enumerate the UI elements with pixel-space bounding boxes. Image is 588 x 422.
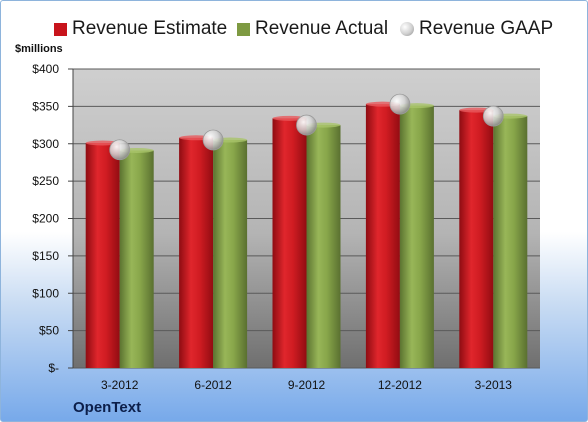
legend-label-gaap: Revenue GAAP: [419, 18, 554, 39]
gaap-marker: [296, 114, 317, 136]
actual-bar: [119, 150, 154, 368]
actual-bar: [213, 140, 248, 368]
legend-marker-gaap: [400, 22, 414, 36]
estimate-bar: [272, 118, 307, 369]
y-tick-label: $-: [48, 361, 59, 375]
y-tick-label: $100: [32, 286, 59, 300]
estimate-bar: [459, 110, 494, 369]
y-tick-label: $200: [32, 212, 59, 226]
x-axis-ticks: 3-2012 6-2012 9-2012 12-2012 3-2013: [101, 378, 512, 392]
estimate-bar: [179, 137, 214, 368]
actual-bar: [399, 105, 434, 368]
gaap-marker: [482, 105, 504, 127]
y-tick-label: $50: [39, 324, 59, 338]
x-tick-label: 3-2012: [101, 378, 139, 392]
x-tick-label: 9-2012: [288, 378, 326, 392]
y-tick-label: $400: [32, 62, 59, 76]
gaap-marker: [109, 139, 131, 161]
legend-item-gaap: Revenue GAAP: [400, 18, 553, 40]
y-tick-label: $150: [32, 249, 59, 263]
legend-item-actual: Revenue Actual: [237, 18, 388, 40]
y-axis-unit-label: $millions: [15, 43, 63, 55]
estimate-bar: [85, 143, 120, 368]
legend-label-actual: Revenue Actual: [255, 18, 389, 39]
x-tick-label: 3-2013: [475, 378, 513, 392]
legend-label-estimate: Revenue Estimate: [72, 18, 228, 39]
y-axis-ticks: $- $50 $100 $150 $200 $250 $300 $350 $400: [32, 62, 74, 375]
x-tick-label: 6-2012: [194, 378, 232, 392]
legend: Revenue Estimate Revenue Actual Revenue …: [1, 18, 587, 42]
y-tick-label: $250: [32, 174, 59, 188]
legend-item-estimate: Revenue Estimate: [54, 18, 227, 40]
y-tick-label: $350: [32, 99, 59, 113]
actual-bar: [306, 125, 341, 368]
y-tick-label: $300: [32, 137, 59, 151]
x-tick-label: 12-2012: [378, 378, 422, 392]
legend-swatch-estimate: [54, 22, 67, 36]
legend-swatch-actual: [237, 22, 250, 36]
bars: [85, 101, 528, 369]
actual-bar: [493, 116, 528, 368]
gaap-marker: [389, 93, 411, 115]
gaap-marker: [202, 129, 224, 151]
estimate-bar: [365, 104, 400, 368]
gaap-markers: [109, 93, 504, 161]
company-name: OpenText: [73, 399, 142, 416]
